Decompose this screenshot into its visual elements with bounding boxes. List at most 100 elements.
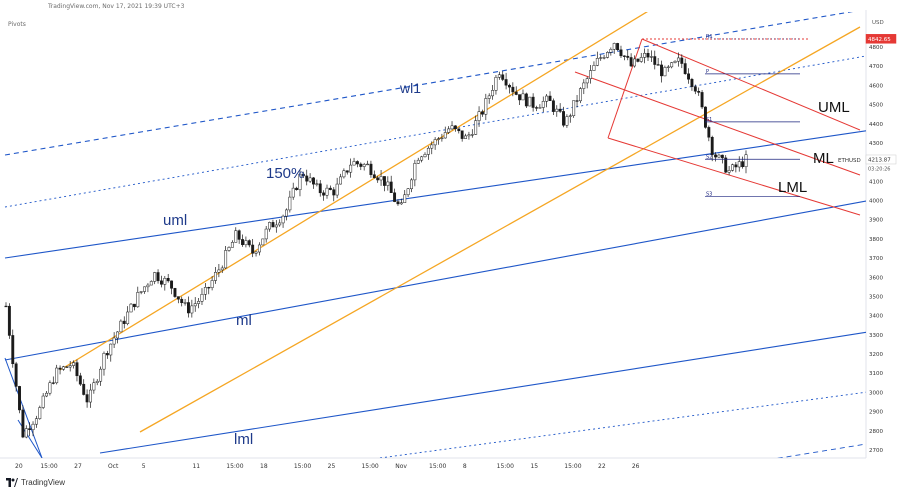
candle-body [616,43,620,50]
candle-body [548,95,552,101]
candle-body [342,170,346,178]
candle-body [352,161,356,166]
candle-body [163,278,167,285]
red-ml [574,71,861,176]
candle-body [132,303,136,308]
candle-body [183,302,187,304]
candle-body [355,161,359,165]
candle-body [335,183,339,196]
candle-body [491,90,495,97]
candle-body [261,238,265,246]
candle-body [704,106,707,128]
candle-body [126,311,130,324]
candle-body [129,303,133,313]
candle-body [626,55,630,58]
price-tick-label: 4100 [869,179,883,185]
candle-body [159,280,163,285]
candle-body [440,137,444,140]
candle-body [656,64,660,66]
lower-warning-dashed [776,443,866,458]
candle-body [437,138,440,140]
candle-body [639,57,643,62]
time-tick-label: 15 [530,463,538,470]
candle-body [285,209,288,217]
candle-body [11,335,15,365]
candle-body [244,240,248,246]
candle-body [690,78,694,87]
time-tick-label: 15:00 [564,463,581,470]
pivot-label-s3: S3 [706,192,712,198]
price-tick-label: 3100 [869,371,883,377]
candle-body [227,247,231,251]
candle-body [55,367,59,384]
candle-body [707,127,711,138]
candle-body [670,62,674,68]
candle-body [575,100,579,102]
candle-body [460,130,464,139]
candle-body [602,57,606,59]
candle-body [38,407,42,419]
candle-body [247,240,251,246]
time-axis[interactable]: 20 15:00 27 Oct 5 11 15:00 18 15:00 25 15:00 Nov 15:… [15,463,640,470]
annotation-uml: UML [818,99,850,116]
candle-body [612,43,616,50]
annotation-lml: lml [234,431,253,448]
annotation-lml: LML [778,179,807,196]
tradingview-logo[interactable]: TradingView [6,478,65,487]
candle-body [85,394,89,403]
red-lml [607,137,861,216]
candle-body [308,177,312,182]
orange-channel-lower [139,26,861,433]
candle-body [82,383,86,395]
candle-body [251,244,255,254]
candle-body [254,251,258,254]
candle-body [170,280,174,289]
candle-body [572,100,576,117]
time-tick-label: 26 [632,463,640,470]
candle-body [99,368,103,382]
candle-body [68,365,72,368]
time-tick-label: 15:00 [361,463,378,470]
candle-body [717,154,721,158]
candle-body [467,134,471,137]
candle-body [75,362,79,377]
time-tick-label: 8 [463,463,467,470]
candle-body [34,418,38,425]
candle-body [274,224,278,228]
price-tick-label: 4600 [869,83,883,89]
candle-body [21,409,25,438]
candle-body [366,163,370,166]
candle-body [737,161,741,168]
candle-body [203,287,207,295]
candle-body [268,222,272,230]
candle-body [666,66,670,68]
price-label-text: 4842.65 [868,37,891,43]
candle-body [109,343,113,356]
candle-body [180,298,184,303]
price-tick-label: 4500 [869,103,883,109]
time-tick-label: 15:00 [40,463,57,470]
candle-body [264,228,268,240]
candle-body [362,164,366,167]
candle-body [241,239,244,246]
candle-body [609,49,613,53]
candle-body [538,107,542,109]
candle-body [497,74,501,78]
candle-body [693,86,697,92]
candle-body [710,136,714,156]
candle-body [173,288,177,297]
candle-body [31,423,35,430]
candle-body [369,163,373,175]
candle-body [643,52,647,58]
candle-body [447,128,451,133]
candle-body [24,428,28,438]
candle-body [531,96,535,108]
time-tick-label: 20 [15,463,23,470]
candle-body [660,64,663,77]
candle-body [453,125,457,130]
candle-body [474,120,478,135]
price-axis[interactable]: USD 2700 2800 2900 3000 3100 3200 3300 3400 3500 3… [865,20,897,454]
candle-body [281,215,285,224]
candle-body [278,222,282,226]
